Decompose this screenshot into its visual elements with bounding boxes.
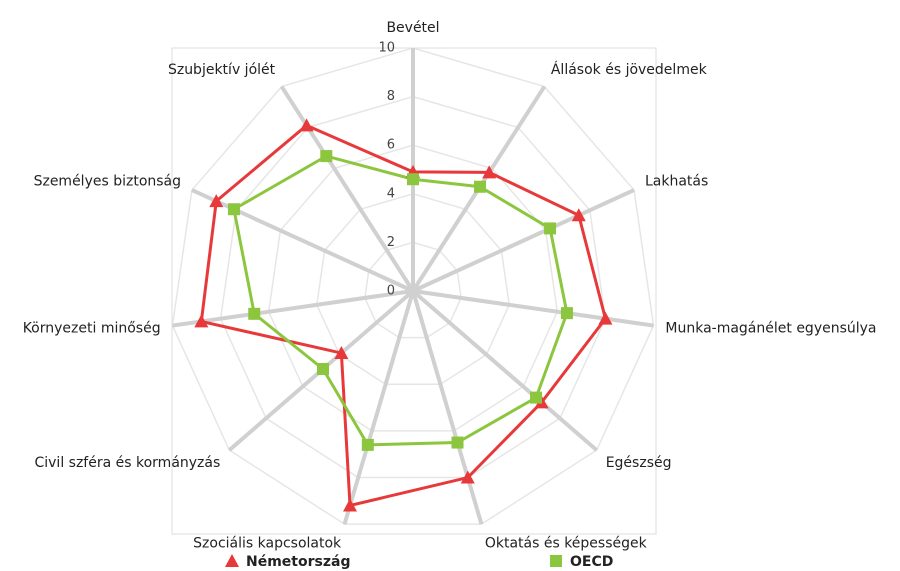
marker bbox=[560, 307, 573, 320]
spoke bbox=[342, 290, 415, 525]
category-label: Lakhatás bbox=[645, 174, 708, 190]
y-tick-label: 0 bbox=[387, 284, 395, 299]
y-tick-label: 6 bbox=[387, 138, 395, 153]
series-line bbox=[199, 123, 608, 508]
marker bbox=[407, 173, 419, 186]
category-label: Civil szféra és kormányzás bbox=[34, 455, 220, 471]
series-line bbox=[232, 154, 569, 447]
category-label: Személyes biztonság bbox=[34, 174, 181, 190]
category-label: Munka-magánélet egyensúlya bbox=[665, 320, 876, 336]
marker bbox=[334, 346, 349, 360]
marker bbox=[299, 118, 314, 132]
marker bbox=[227, 203, 240, 216]
spoke bbox=[411, 289, 598, 452]
marker bbox=[361, 438, 374, 451]
y-tick-label: 10 bbox=[378, 41, 395, 56]
grid-ring bbox=[219, 95, 607, 479]
grid-ring bbox=[364, 241, 462, 339]
marker bbox=[460, 470, 475, 484]
marker bbox=[320, 150, 333, 163]
spoke bbox=[279, 85, 415, 293]
spoke bbox=[172, 289, 414, 328]
spoke bbox=[412, 188, 635, 293]
category-label: Bevétel bbox=[386, 20, 439, 36]
marker bbox=[571, 208, 586, 222]
legend-label: OECD bbox=[570, 554, 613, 570]
grid-ring bbox=[171, 47, 655, 525]
marker bbox=[209, 194, 224, 208]
category-label: Egészség bbox=[606, 455, 672, 471]
category-label: Szociális kapcsolatok bbox=[193, 535, 342, 551]
marker bbox=[194, 314, 209, 328]
marker bbox=[225, 554, 239, 567]
marker bbox=[317, 362, 330, 375]
category-label: Környezeti minőség bbox=[23, 320, 161, 336]
marker bbox=[248, 307, 261, 320]
marker bbox=[482, 165, 497, 179]
y-tick-label: 8 bbox=[387, 89, 395, 104]
marker bbox=[451, 436, 464, 449]
category-label: Oktatás és képességek bbox=[485, 535, 648, 551]
category-label: Állások és jövedelmek bbox=[551, 61, 708, 78]
marker bbox=[550, 555, 562, 567]
grid-ring bbox=[316, 193, 510, 386]
legend-label: Németország bbox=[246, 554, 350, 570]
marker bbox=[598, 311, 613, 325]
spoke bbox=[412, 289, 654, 328]
y-tick-label: 4 bbox=[387, 186, 395, 201]
y-tick-label: 2 bbox=[387, 235, 395, 250]
marker bbox=[474, 180, 487, 193]
marker bbox=[544, 222, 557, 235]
category-label: Szubjektív jólét bbox=[168, 62, 276, 78]
marker bbox=[530, 391, 543, 404]
marker bbox=[343, 498, 358, 512]
spoke bbox=[411, 290, 484, 525]
